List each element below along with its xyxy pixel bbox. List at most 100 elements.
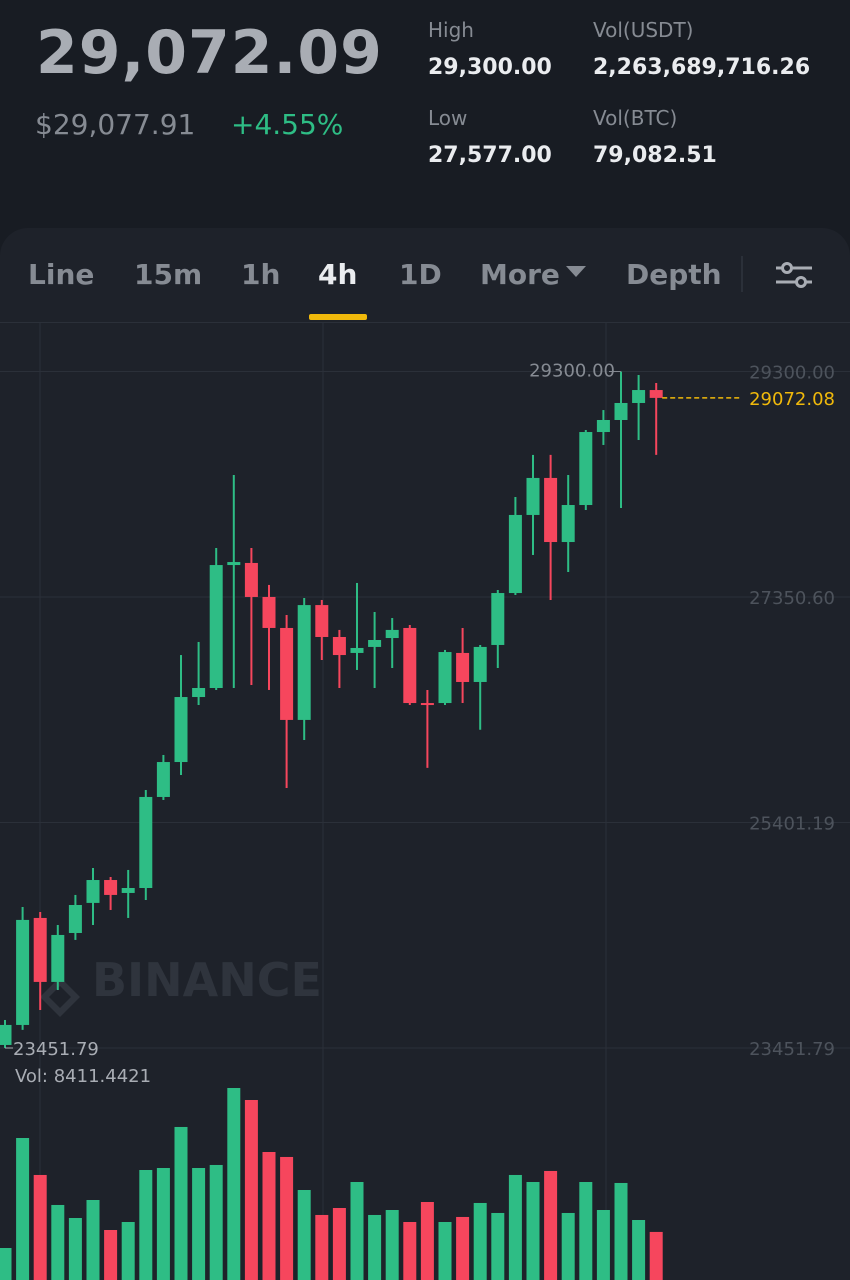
candle-body <box>104 880 118 895</box>
volume-bar <box>86 1200 100 1280</box>
watermark: BINANCE <box>92 953 322 1007</box>
volume-bar <box>544 1170 558 1280</box>
candle-body <box>385 629 399 639</box>
candle-body <box>596 419 610 433</box>
settings-icon[interactable] <box>774 260 814 290</box>
volume-bar <box>438 1222 452 1280</box>
volume-bar <box>68 1218 82 1280</box>
volume-bar <box>244 1100 258 1280</box>
volume-bar <box>139 1170 153 1280</box>
candle-body <box>209 565 223 689</box>
candle-body <box>456 652 470 682</box>
volume-bar <box>456 1216 470 1280</box>
volume-bar <box>174 1126 188 1280</box>
tab[interactable]: More <box>480 258 560 291</box>
stat-value: 27,577.00 <box>428 143 552 168</box>
candle-body <box>280 627 294 720</box>
volume-bar <box>297 1190 311 1280</box>
dropdown-arrow <box>566 266 586 277</box>
candle-body <box>544 477 558 543</box>
volume-bar <box>33 1174 47 1280</box>
candle-body <box>420 703 434 706</box>
separator <box>0 322 850 323</box>
volume-bar <box>209 1164 223 1280</box>
volume-bar <box>51 1204 65 1280</box>
change: +4.55% <box>231 108 344 141</box>
tab[interactable]: Depth <box>626 258 722 291</box>
tab[interactable]: 1D <box>399 258 442 291</box>
chart: BINANCE 29300.00 27350.60 25401.19 23451.79… <box>0 322 850 1280</box>
candle-body <box>350 647 364 653</box>
volume-bar <box>262 1152 276 1280</box>
tab[interactable]: Line <box>28 258 95 291</box>
usd-price: $29,077.91 <box>35 108 196 141</box>
active-tab-underline <box>308 314 367 320</box>
watermark-logo <box>40 977 80 1017</box>
y-tick-label: 23451.79 <box>749 1039 835 1060</box>
candle-body <box>0 1024 12 1045</box>
volume-bar <box>16 1138 30 1280</box>
candle-body <box>262 596 276 628</box>
candle-body <box>632 390 646 403</box>
candle-body <box>614 402 628 420</box>
candle-body <box>156 762 170 797</box>
volume-bar <box>104 1230 118 1280</box>
volume-bar <box>121 1222 135 1280</box>
candle-body <box>649 390 663 398</box>
last-price-label: 29072.08 <box>749 389 835 410</box>
volume-bar <box>561 1212 575 1280</box>
candle-body <box>403 627 417 704</box>
candle-body <box>139 796 153 888</box>
volume-bar <box>632 1220 646 1280</box>
stat-value: 29,300.00 <box>428 55 552 80</box>
candle-body <box>491 593 505 645</box>
candle-body <box>244 562 258 597</box>
stat-label: High <box>428 18 474 42</box>
low-marker-label: 23451.79 <box>13 1039 99 1060</box>
candle-body <box>332 636 346 656</box>
volume-bar <box>491 1212 505 1280</box>
volume-bar <box>473 1202 487 1280</box>
tab[interactable]: 15m <box>134 258 203 291</box>
stat-label: Low <box>428 106 468 130</box>
stat-label: Vol(BTC) <box>593 106 678 130</box>
stat-value: 2,263,689,716.26 <box>593 55 811 80</box>
y-tick-label: 29300.00 <box>749 363 835 384</box>
candle-body <box>297 605 311 720</box>
candle-body <box>86 880 100 903</box>
volume-bar <box>350 1182 364 1280</box>
divider <box>741 256 743 292</box>
last-price: 29,072.09 <box>36 18 383 88</box>
candle-body <box>579 432 593 506</box>
candle-body <box>51 934 65 982</box>
volume-bar <box>526 1182 540 1280</box>
volume-bar <box>649 1231 663 1280</box>
tab[interactable]: 4h <box>318 258 358 291</box>
candle-body <box>16 919 30 1025</box>
volume-bar <box>315 1214 329 1280</box>
candle-body <box>561 505 575 543</box>
candle-body <box>174 697 188 763</box>
candle-body <box>368 639 382 647</box>
y-tick-label: 27350.60 <box>749 588 835 609</box>
volume-bar <box>156 1168 170 1280</box>
volume-bar <box>614 1182 628 1280</box>
candle-body <box>192 688 206 698</box>
volume-bar <box>403 1222 417 1280</box>
tab[interactable]: 1h <box>241 258 281 291</box>
chart-panel <box>0 228 850 1280</box>
volume-bar <box>280 1156 294 1280</box>
stat-value: 79,082.51 <box>593 143 717 168</box>
volume-bar <box>385 1210 399 1280</box>
candle-body <box>508 514 522 594</box>
volume-bar <box>332 1208 346 1280</box>
volume-bar <box>579 1182 593 1280</box>
volume-label: Vol: 8411.4421 <box>15 1066 151 1087</box>
stat-label: Vol(USDT) <box>593 18 694 42</box>
volume-bar <box>227 1088 241 1280</box>
candle-body <box>121 887 135 893</box>
volume-bar <box>368 1214 382 1280</box>
candle-body <box>473 646 487 682</box>
volume-bar <box>192 1168 206 1280</box>
